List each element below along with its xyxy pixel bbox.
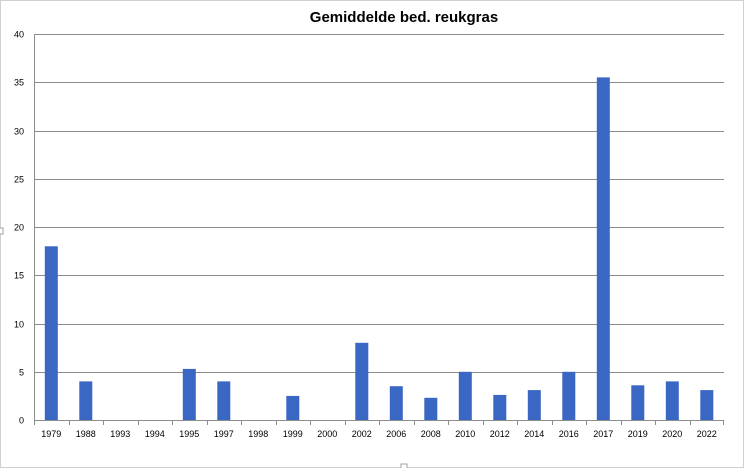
x-tick-label: 2022	[697, 429, 717, 439]
bar-1995	[182, 368, 196, 420]
x-tick-label: 1979	[41, 429, 61, 439]
bar-2010	[458, 371, 472, 421]
bar-2014	[527, 390, 541, 420]
y-tick-label: 15	[14, 271, 24, 281]
bar-layer	[44, 77, 714, 421]
x-tick-label: 1995	[179, 429, 199, 439]
resize-handle-left[interactable]	[0, 227, 4, 235]
x-tick-label: 1998	[248, 429, 268, 439]
x-tick-label: 2016	[559, 429, 579, 439]
bar-2006	[389, 386, 403, 420]
resize-handle-bottom[interactable]	[400, 463, 408, 468]
bar-2022	[700, 390, 714, 420]
y-tick-label: 10	[14, 320, 24, 330]
x-tick-label: 2008	[421, 429, 441, 439]
bar-1979	[44, 246, 58, 420]
y-tick-label: 40	[14, 30, 24, 40]
axis-layer: 0 5 10 15 20 25 30 35 40 1979 1988 1993 1994 1995 1997…	[14, 30, 724, 439]
bar-1997	[217, 381, 231, 420]
bar-2019	[631, 385, 645, 420]
x-tick-label: 2006	[386, 429, 406, 439]
x-tick-label: 2002	[352, 429, 372, 439]
bar-2008	[424, 397, 438, 420]
bar-2002	[355, 342, 369, 420]
x-tick-label: 1993	[110, 429, 130, 439]
x-tick-label: 2012	[490, 429, 510, 439]
bar-2012	[493, 394, 507, 420]
chart-title: Gemiddelde bed. reukgras	[310, 9, 498, 26]
y-tick-label: 5	[19, 368, 24, 378]
x-tick-label: 1988	[76, 429, 96, 439]
x-tick-label: 2000	[317, 429, 337, 439]
y-tick-label: 30	[14, 127, 24, 137]
x-tick-label: 2014	[524, 429, 544, 439]
x-tick-label: 2010	[455, 429, 475, 439]
x-tick-label: 1994	[145, 429, 165, 439]
y-tick-label: 20	[14, 223, 24, 233]
bar-1999	[286, 395, 300, 420]
bar-2017	[596, 77, 610, 421]
x-tick-label: 1999	[283, 429, 303, 439]
y-tick-label: 0	[19, 416, 24, 426]
x-tick-label: 2020	[662, 429, 682, 439]
y-tick-label: 35	[14, 78, 24, 88]
bar-2016	[562, 371, 576, 421]
x-tick-label: 2017	[593, 429, 613, 439]
bar-1988	[79, 381, 93, 420]
x-tick-label: 1997	[214, 429, 234, 439]
x-tick-label: 2019	[628, 429, 648, 439]
bar-2020	[665, 381, 679, 420]
y-tick-label: 25	[14, 175, 24, 185]
grid-layer	[34, 34, 724, 373]
